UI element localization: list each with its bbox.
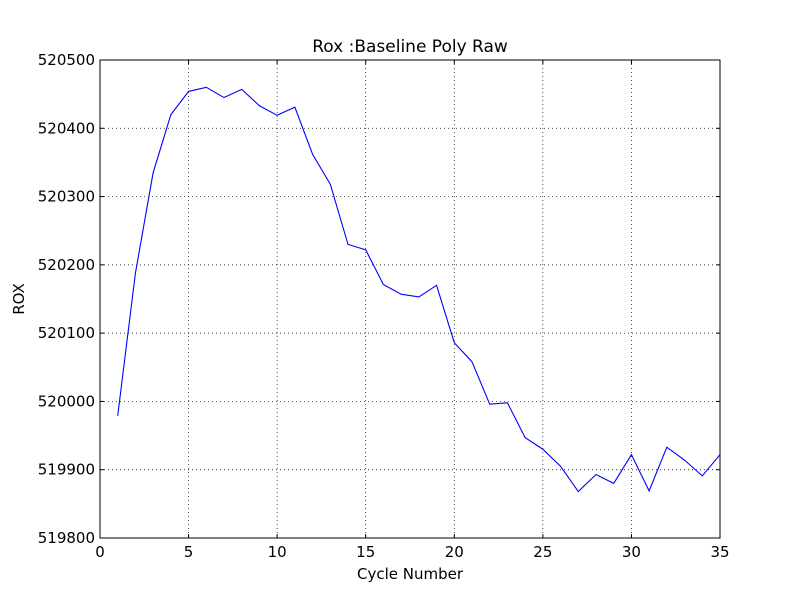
x-tick-label: 0 <box>95 543 105 561</box>
ticks: 0 5 10 15 20 25 30 35 519800 519900 520000 520100 52… <box>38 51 730 561</box>
x-tick-label: 10 <box>268 543 287 561</box>
y-tick-label: 519900 <box>38 461 95 479</box>
series-layer <box>117 86 721 493</box>
grid <box>100 60 720 538</box>
x-tick-label: 20 <box>445 543 464 561</box>
x-tick-label: 30 <box>622 543 641 561</box>
y-tick-label: 520500 <box>38 51 95 69</box>
y-tick-label: 520400 <box>38 119 95 137</box>
x-tick-label: 35 <box>710 543 729 561</box>
y-tick-label: 519800 <box>38 529 95 547</box>
series-line <box>117 86 721 493</box>
y-tick-label: 520200 <box>38 256 95 274</box>
x-tick-label: 5 <box>184 543 194 561</box>
y-axis-label: ROX <box>10 283 28 315</box>
y-tick-label: 520000 <box>38 392 95 410</box>
y-tick-label: 520100 <box>38 324 95 342</box>
x-tick-label: 15 <box>356 543 375 561</box>
y-tick-label: 520300 <box>38 188 95 206</box>
x-tick-label: 25 <box>533 543 552 561</box>
chart-title: Rox :Baseline Poly Raw <box>312 37 508 57</box>
x-axis-label: Cycle Number <box>357 565 464 583</box>
plot-area-frame <box>99 59 721 539</box>
